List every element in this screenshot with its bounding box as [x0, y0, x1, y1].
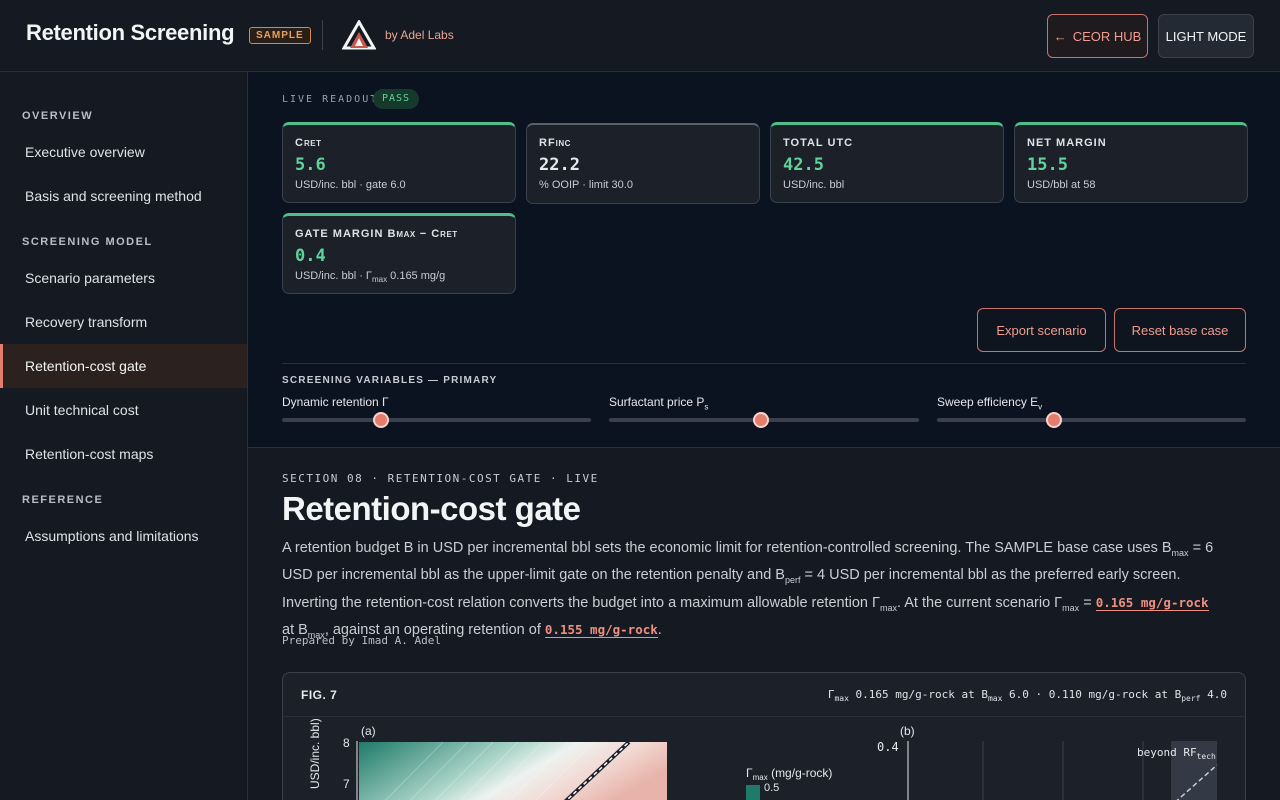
slider-track-sweep-efficiency[interactable] — [937, 418, 1246, 422]
slider-thumb-surfactant-price[interactable] — [752, 412, 769, 428]
metric-value: 42.5 — [783, 155, 824, 175]
live-readout-label: LIVE READOUT — [282, 94, 379, 105]
ceor-hub-button[interactable]: ← CEOR HUB — [1047, 14, 1148, 58]
adel-labs-logo — [342, 20, 376, 50]
metric-card-gate-margin: GATE MARGIN BMAX − CRET 0.4 USD/inc. bbl… — [282, 213, 516, 294]
prepared-by: Prepared by Imad A. Adel — [282, 634, 441, 647]
slider-label-retention: Dynamic retention Γ — [282, 395, 389, 409]
figure-7: FIG. 7 Γmax 0.165 mg/g-rock at Bmax 6.0 … — [282, 672, 1246, 800]
figure-note: Γmax 0.165 mg/g-rock at Bmax 6.0 · 0.110… — [827, 688, 1227, 704]
arrow-left-icon: ← — [1053, 28, 1067, 44]
colorbar — [746, 785, 760, 800]
header-divider — [322, 20, 323, 50]
sidebar-item-unit-technical-cost[interactable]: Unit technical cost — [25, 402, 139, 418]
sidebar-item-assumptions[interactable]: Assumptions and limitations — [25, 528, 199, 544]
app-title: Retention Screening — [26, 20, 235, 45]
metric-label: CRET — [295, 137, 322, 149]
slider-thumb-sweep-efficiency[interactable] — [1046, 412, 1063, 428]
panel-a-ytick: 8 — [343, 736, 350, 750]
ceor-hub-label: CEOR HUB — [1072, 28, 1142, 44]
panel-a-label: (a) — [361, 724, 376, 738]
panel-a-ytick: 7 — [343, 777, 350, 791]
sidebar-item-retention-cost-maps[interactable]: Retention-cost maps — [25, 446, 154, 462]
metric-sub: USD/bbl at 58 — [1027, 179, 1096, 191]
panel-a-heatmap — [359, 742, 667, 800]
slider-label-surfactant-price: Surfactant price Ps — [609, 395, 709, 412]
byline: by Adel Labs — [385, 28, 454, 42]
sidebar-heading-reference: REFERENCE — [22, 494, 104, 506]
metric-card-total-utc: TOTAL UTC 42.5 USD/inc. bbl — [770, 122, 1004, 203]
metric-card-net-margin: NET MARGIN 15.5 USD/bbl at 58 — [1014, 122, 1248, 203]
metric-value: 0.4 — [295, 246, 326, 266]
sidebar-item-scenario-parameters[interactable]: Scenario parameters — [25, 270, 155, 286]
panel-b-dashed-line — [1176, 764, 1218, 800]
panel-a-contours — [385, 741, 594, 800]
export-scenario-button[interactable]: Export scenario — [977, 308, 1106, 352]
panel-divider — [282, 363, 1246, 364]
status-badge: PASS — [373, 89, 420, 109]
panel-b-label: (b) — [900, 724, 915, 738]
figure-plots: USD/inc. bbl) (a) 8 7 Γmax (mg/g-rock) 0… — [308, 718, 1218, 800]
sidebar-item-executive-overview[interactable]: Executive overview — [25, 144, 145, 160]
slider-thumb-retention[interactable] — [372, 412, 389, 428]
sample-badge: SAMPLE — [249, 27, 311, 44]
panel-a-ylabel: USD/inc. bbl) — [308, 718, 322, 789]
metric-label: TOTAL UTC — [783, 137, 854, 149]
metric-label: RFINC — [539, 137, 571, 149]
live-readout-panel: LIVE READOUT PASS CRET 5.6 USD/inc. bbl … — [248, 72, 1280, 448]
sidebar-item-basis[interactable]: Basis and screening method — [25, 188, 202, 204]
sidebar-heading-overview: OVERVIEW — [22, 110, 94, 122]
sidebar: OVERVIEW Executive overview Basis and sc… — [0, 72, 248, 800]
beyond-rf-label: beyond RFtech — [1137, 746, 1216, 761]
screening-variables-heading: SCREENING VARIABLES — PRIMARY — [282, 375, 498, 386]
reset-base-case-button[interactable]: Reset base case — [1114, 308, 1246, 352]
sidebar-heading-model: SCREENING MODEL — [22, 236, 153, 248]
figure-number: FIG. 7 — [301, 688, 338, 702]
colorbar-tick: 0.5 — [764, 782, 779, 794]
slider-track-retention[interactable] — [282, 418, 591, 422]
metric-sub: USD/inc. bbl — [783, 179, 845, 191]
metric-label: GATE MARGIN BMAX − CRET — [295, 228, 458, 240]
beyond-rf-region — [1171, 741, 1217, 800]
sidebar-item-retention-cost-gate[interactable]: Retention-cost gate — [0, 344, 247, 388]
colorbar-title: Γmax (mg/g-rock) — [746, 766, 832, 782]
section-paragraph: A retention budget B in USD per incremen… — [282, 540, 1214, 641]
sidebar-item-recovery-transform[interactable]: Recovery transform — [25, 314, 148, 330]
metric-card-rf-inc: RFINC 22.2 % OOIP · limit 30.0 — [526, 123, 760, 204]
metric-value: 15.5 — [1027, 155, 1068, 175]
highlight-gamma-max: 0.165 mg/g-rock — [1095, 594, 1209, 611]
light-mode-button[interactable]: LIGHT MODE — [1158, 14, 1254, 58]
metric-value: 5.6 — [295, 155, 326, 175]
metric-sub: USD/inc. bbl · Γmax 0.165 mg/g — [295, 270, 446, 285]
metric-value: 22.2 — [539, 155, 580, 175]
slider-label-sweep-efficiency: Sweep efficiency Ev — [937, 395, 1043, 412]
metric-sub: USD/inc. bbl · gate 6.0 — [295, 179, 406, 191]
panel-a-gate-line-dash — [565, 741, 630, 800]
metric-sub: % OOIP · limit 30.0 — [539, 179, 633, 191]
figure-header: FIG. 7 Γmax 0.165 mg/g-rock at Bmax 6.0 … — [283, 673, 1245, 717]
section-retention-cost-gate: SECTION 08 · RETENTION-COST GATE · LIVE … — [248, 448, 1280, 800]
panel-b-grid — [982, 741, 1144, 800]
app-header: Retention Screening SAMPLE by Adel Labs … — [0, 0, 1280, 72]
metric-card-c-ret: CRET 5.6 USD/inc. bbl · gate 6.0 — [282, 122, 516, 203]
section-kicker: SECTION 08 · RETENTION-COST GATE · LIVE — [282, 472, 599, 485]
metric-label: NET MARGIN — [1027, 137, 1107, 149]
section-title: Retention-cost gate — [282, 490, 581, 527]
highlight-operating-retention: 0.155 mg/g-rock — [544, 622, 658, 639]
panel-b-ytick: 0.4 — [877, 740, 899, 754]
